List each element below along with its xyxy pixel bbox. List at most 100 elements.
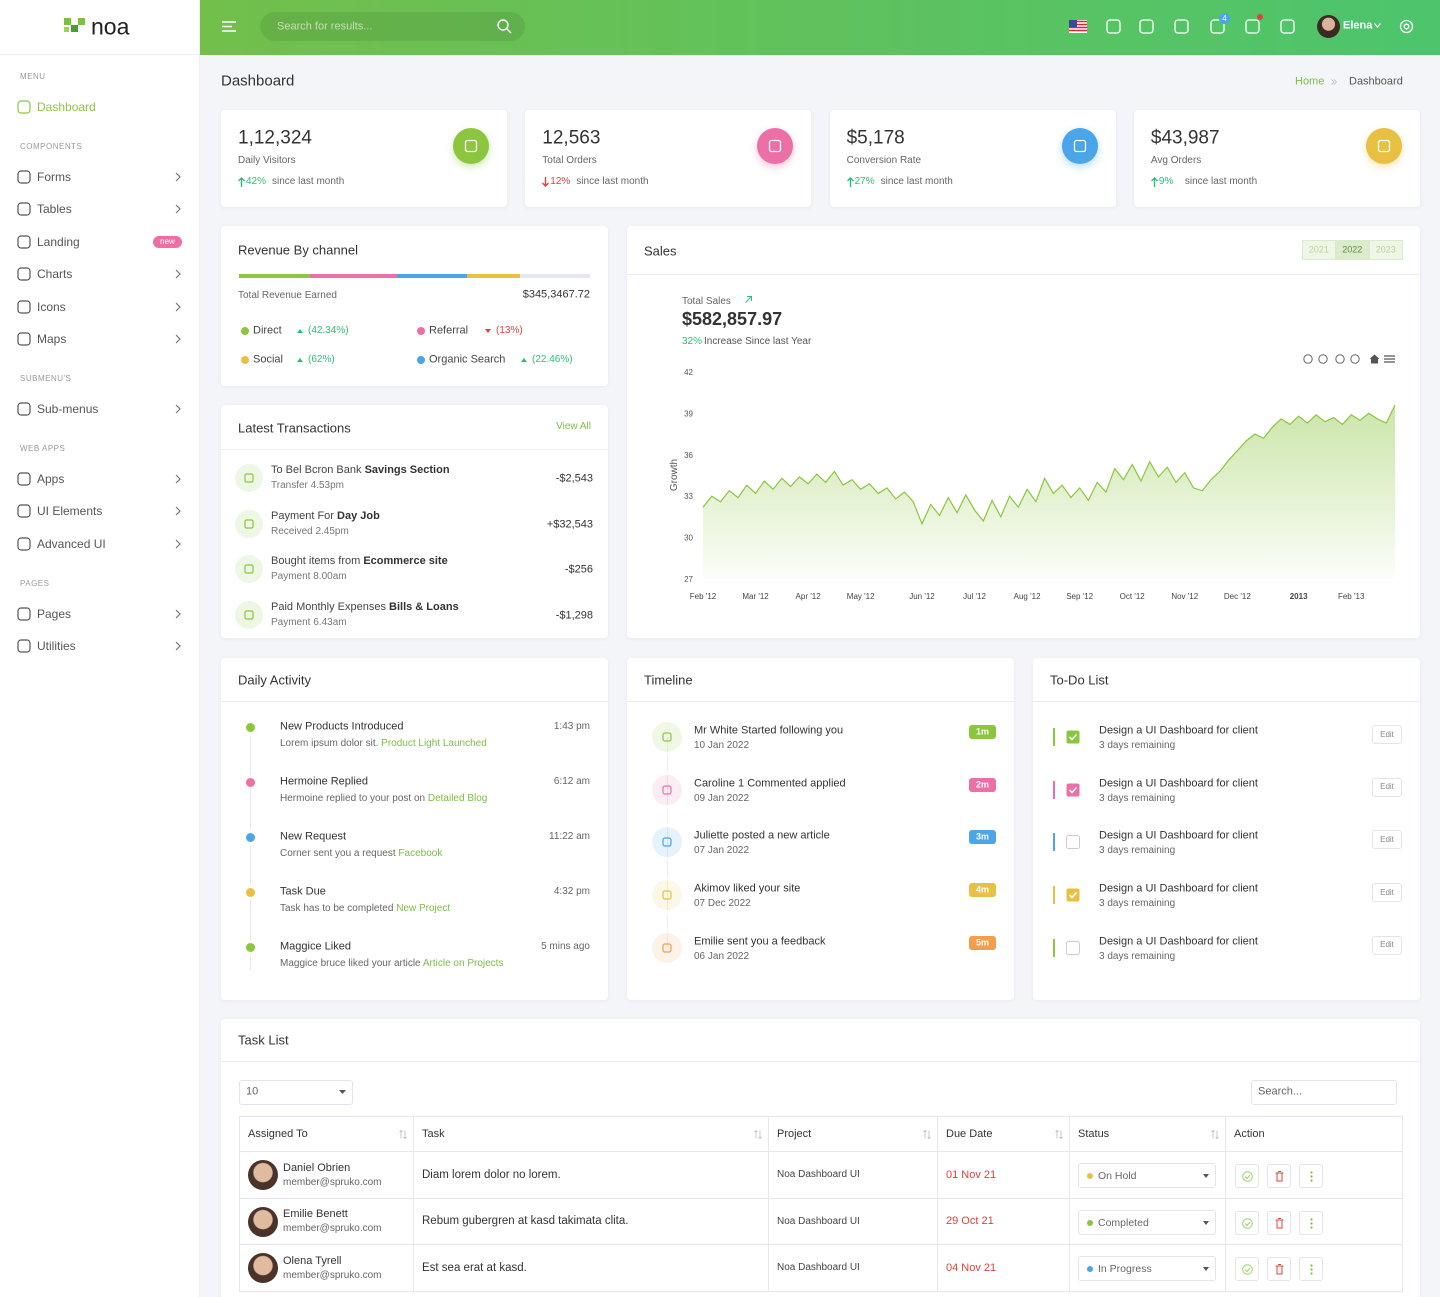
- more-button[interactable]: [1299, 1164, 1323, 1188]
- year-label[interactable]: 2021: [1308, 244, 1329, 255]
- chart-tool[interactable]: [1335, 354, 1345, 364]
- user-avatar[interactable]: [1317, 15, 1340, 38]
- edit-label[interactable]: Edit: [1380, 887, 1394, 897]
- page-size-select[interactable]: [239, 1080, 353, 1105]
- sales-increase-text: Increase Since last Year: [704, 336, 812, 347]
- transaction-glyph: [244, 518, 254, 529]
- search-icon[interactable]: [497, 19, 512, 34]
- edit-label[interactable]: Edit: [1380, 729, 1394, 739]
- status-label[interactable]: In Progress: [1098, 1262, 1152, 1275]
- column-title: Action: [1234, 1128, 1265, 1140]
- menu-item[interactable]: Dashboard: [37, 100, 96, 114]
- chart-tool-menu[interactable]: [1384, 355, 1395, 363]
- edit-button[interactable]: [1372, 725, 1402, 744]
- column-header[interactable]: Due Date: [937, 1116, 1070, 1152]
- activity-link[interactable]: Facebook: [398, 848, 443, 859]
- menu-item[interactable]: Apps: [37, 472, 65, 486]
- todo-checkbox[interactable]: [1066, 730, 1080, 744]
- more-button[interactable]: [1299, 1210, 1323, 1235]
- menu-item[interactable]: Forms: [37, 170, 71, 184]
- header-icon[interactable]: [1106, 19, 1121, 34]
- header-icon[interactable]: [1174, 19, 1189, 34]
- table-search[interactable]: [1251, 1080, 1397, 1105]
- year-button[interactable]: [1335, 240, 1369, 260]
- column-header[interactable]: Action: [1225, 1116, 1403, 1152]
- menu-item[interactable]: Tables: [37, 202, 72, 217]
- sort-icon[interactable]: [1055, 1129, 1063, 1140]
- edit-label[interactable]: Edit: [1380, 940, 1394, 950]
- header-icon[interactable]: [1210, 19, 1225, 34]
- menu-item[interactable]: UI Elements: [37, 504, 103, 519]
- chart-tool[interactable]: [1350, 354, 1360, 364]
- search-box[interactable]: [260, 12, 525, 41]
- revenue-bar-segment: [467, 274, 520, 278]
- year-label[interactable]: 2022: [1342, 244, 1363, 255]
- menu-toggle[interactable]: [222, 21, 236, 32]
- status-select[interactable]: [1078, 1163, 1216, 1188]
- sort-icon[interactable]: [754, 1129, 762, 1140]
- menu-item[interactable]: Utilities: [37, 639, 76, 654]
- menu-icon: [17, 504, 31, 518]
- breadcrumb-link[interactable]: Home: [1295, 75, 1325, 88]
- chart-tool[interactable]: [1303, 354, 1313, 364]
- edit-button[interactable]: [1372, 935, 1402, 955]
- table-search-placeholder[interactable]: Search...: [1258, 1085, 1303, 1098]
- approve-button[interactable]: [1235, 1210, 1259, 1235]
- column-header[interactable]: Task: [413, 1116, 769, 1152]
- delete-button[interactable]: [1267, 1210, 1291, 1235]
- year-button[interactable]: [1302, 240, 1336, 260]
- sort-icon[interactable]: [923, 1129, 931, 1140]
- menu-item[interactable]: Sub-menus: [37, 402, 99, 416]
- status-label[interactable]: On Hold: [1098, 1169, 1137, 1182]
- column-header[interactable]: Status: [1069, 1116, 1226, 1152]
- approve-button[interactable]: [1235, 1257, 1259, 1281]
- sort-icon[interactable]: [399, 1129, 407, 1140]
- approve-icon: [1242, 1217, 1253, 1229]
- menu-section-title: SUBMENU'S: [20, 374, 72, 383]
- todo-checkbox[interactable]: [1066, 940, 1080, 955]
- menu-item[interactable]: Maps: [37, 332, 67, 346]
- menu-item[interactable]: Advanced UI: [37, 536, 106, 551]
- column-header[interactable]: Project: [768, 1116, 938, 1152]
- header-icon[interactable]: [1280, 19, 1295, 34]
- page-size[interactable]: 10: [246, 1085, 259, 1098]
- sort-icon[interactable]: [1211, 1129, 1219, 1140]
- flag[interactable]: [1069, 20, 1087, 33]
- settings-icon[interactable]: [1399, 19, 1414, 34]
- edit-button[interactable]: [1372, 777, 1402, 797]
- year-button[interactable]: [1369, 240, 1403, 260]
- todo-checkbox[interactable]: [1066, 783, 1080, 797]
- menu-item[interactable]: Landing: [37, 234, 80, 249]
- status-select[interactable]: [1078, 1209, 1216, 1235]
- header-icon[interactable]: [1245, 19, 1260, 34]
- todo-checkbox[interactable]: [1066, 835, 1080, 850]
- more-button[interactable]: [1299, 1257, 1323, 1281]
- timeline-badge-text: 1m: [975, 726, 990, 737]
- approve-button[interactable]: [1235, 1164, 1259, 1188]
- header-icon[interactable]: [1139, 19, 1154, 34]
- delete-button[interactable]: [1267, 1257, 1291, 1281]
- edit-label[interactable]: Edit: [1380, 834, 1394, 844]
- chart-tool-home[interactable]: [1369, 354, 1380, 364]
- delete-button[interactable]: [1267, 1164, 1291, 1188]
- chart-tool[interactable]: [1318, 354, 1328, 364]
- todo-checkbox[interactable]: [1066, 888, 1080, 902]
- activity-link[interactable]: Detailed Blog: [427, 793, 488, 804]
- user-name[interactable]: Elena: [1343, 19, 1373, 32]
- column-title: Status: [1078, 1128, 1110, 1140]
- menu-item[interactable]: Pages: [37, 606, 72, 621]
- edit-button[interactable]: [1372, 883, 1402, 903]
- year-label[interactable]: 2023: [1375, 244, 1396, 255]
- status-label[interactable]: Completed: [1098, 1216, 1149, 1229]
- edit-label[interactable]: Edit: [1380, 782, 1394, 792]
- view-all-link[interactable]: View All: [556, 421, 591, 432]
- activity-link[interactable]: New Project: [396, 903, 451, 914]
- edit-button[interactable]: [1372, 830, 1402, 850]
- column-header[interactable]: Assigned To: [239, 1116, 414, 1152]
- activity-link[interactable]: Article on Projects: [422, 958, 504, 969]
- menu-item[interactable]: Icons: [37, 299, 66, 314]
- status-select[interactable]: [1078, 1256, 1216, 1281]
- menu-item[interactable]: Charts: [37, 267, 73, 282]
- activity-link[interactable]: Product Light Launched: [381, 738, 487, 749]
- user-caret[interactable]: [1374, 23, 1381, 28]
